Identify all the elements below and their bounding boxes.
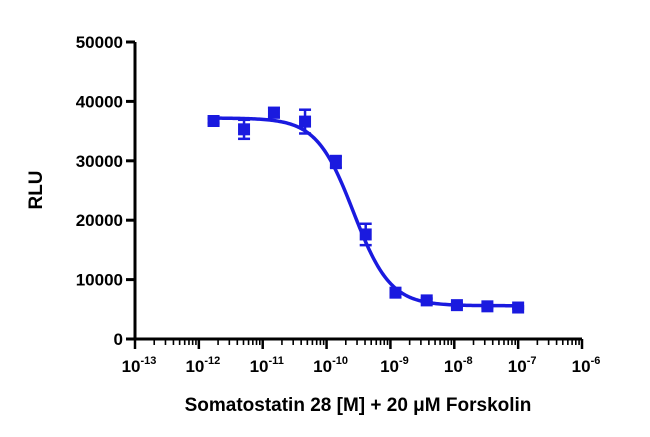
point-marker <box>329 155 342 168</box>
data-point <box>512 301 525 314</box>
data-points <box>207 106 525 314</box>
data-point <box>207 115 220 128</box>
data-point <box>481 300 494 313</box>
point-marker <box>207 115 220 128</box>
x-axis-title: Somatostatin 28 [M] + 20 μM Forskolin <box>185 395 532 416</box>
data-point <box>299 108 312 135</box>
x-tick-label: 10-8 <box>444 355 473 376</box>
y-tick-label: 30000 <box>76 152 123 171</box>
point-marker <box>420 294 433 307</box>
y-tick-label: 50000 <box>76 33 123 52</box>
point-marker <box>267 106 280 119</box>
x-tick-label: 10-11 <box>250 355 284 376</box>
point-marker <box>512 301 525 314</box>
data-point <box>267 106 280 119</box>
x-tick-label: 10-6 <box>572 355 601 376</box>
y-axis-title: RLU <box>26 170 47 209</box>
x-tick-label: 10-10 <box>313 355 348 376</box>
y-tick-label: 20000 <box>76 211 123 230</box>
point-marker <box>389 286 402 299</box>
data-point <box>329 154 342 170</box>
point-marker <box>359 228 372 241</box>
point-marker <box>481 300 494 313</box>
data-point <box>389 286 402 299</box>
y-tick-label: 0 <box>114 330 123 349</box>
y-tick-label: 40000 <box>76 92 123 111</box>
data-point <box>238 118 251 141</box>
x-axis: 10-13 10-12 10-11 10-10 10-9 10-8 10-7 10-6 <box>122 337 601 376</box>
point-marker <box>299 115 312 128</box>
data-point <box>420 294 433 307</box>
y-axis: 0 10000 20000 30000 40000 50000 <box>76 33 137 349</box>
data-point <box>450 299 463 312</box>
x-tick-label: 10-12 <box>185 355 220 376</box>
x-tick-label: 10-13 <box>122 355 157 376</box>
data-point <box>359 222 372 247</box>
x-tick-label: 10-9 <box>380 355 409 376</box>
fit-curve <box>213 116 519 308</box>
y-tick-label: 10000 <box>76 271 123 290</box>
point-marker <box>238 123 251 136</box>
x-tick-label: 10-7 <box>508 355 537 376</box>
point-marker <box>450 299 463 312</box>
